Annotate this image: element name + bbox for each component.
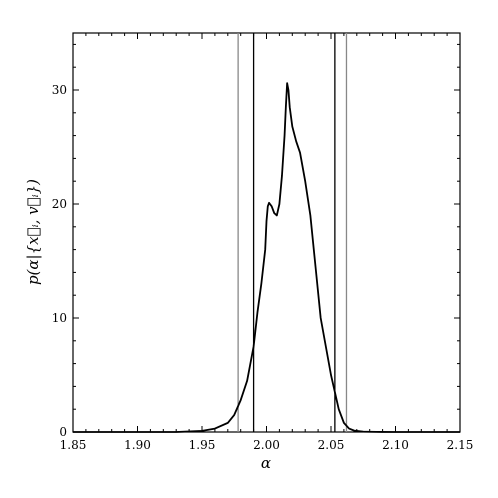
- y-tick-label: 30: [52, 83, 67, 97]
- credible-interval-lines: [237, 33, 348, 432]
- y-tick-labels: 0 10 20 30: [52, 83, 67, 439]
- posterior-curve: [73, 82, 460, 433]
- x-tick-label: 1.85: [60, 438, 87, 452]
- x-tick-label: 1.95: [189, 438, 216, 452]
- x-tick-label: 1.90: [124, 438, 151, 452]
- axis-ticks: [72, 33, 461, 433]
- y-tick-label: 20: [52, 197, 67, 211]
- x-tick-labels: 1.85 1.90 1.95 2.00 2.05 2.10 2.15: [60, 438, 474, 452]
- y-tick-label: 0: [59, 425, 67, 439]
- x-tick-label: 2.05: [318, 438, 345, 452]
- x-tick-label: 2.15: [447, 438, 474, 452]
- x-tick-label: 2.10: [382, 438, 409, 452]
- y-axis-label: p(α|{x⃗ᵢ, v⃗ᵢ}): [24, 179, 42, 285]
- x-axis-label: α: [261, 454, 271, 472]
- y-tick-label: 10: [52, 311, 67, 325]
- x-tick-label: 2.00: [253, 438, 280, 452]
